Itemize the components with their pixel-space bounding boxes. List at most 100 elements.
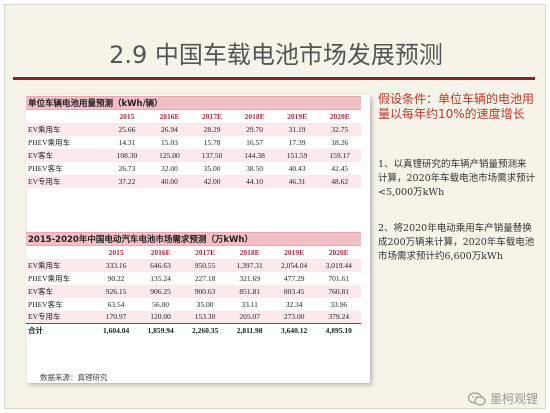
total-label: 合计 — [26, 323, 94, 337]
cell: 333.16 — [93, 258, 139, 272]
row-label: EV客车 — [26, 284, 94, 298]
cell: 33.96 — [316, 297, 361, 311]
row-label: EV专用车 — [26, 310, 94, 324]
table1-year: 2019E — [275, 109, 319, 123]
total-cell: 1,859.94 — [138, 323, 183, 337]
table1-year: 2016E — [148, 109, 191, 123]
cell: 170.97 — [93, 310, 139, 324]
cell: 227.18 — [182, 271, 228, 285]
cell: 42.45 — [318, 161, 361, 175]
market-demand-table: 2015-2020年中国电动汽车电池市场需求预测（万kWh） 2015 2016… — [26, 232, 361, 337]
cell: 46.31 — [275, 174, 319, 188]
forecast-point-1: 1、以真锂研究的车辆产销量预测来计算，2020年车载电池市场需求预计<5,000… — [378, 159, 536, 198]
table-row: EV客车 926.15 906.25 900.63 851.81 803.45 … — [26, 284, 361, 298]
cell: 29.70 — [233, 122, 276, 136]
table1-year: 2015 — [105, 109, 149, 123]
cell: 26.73 — [105, 161, 149, 175]
table-row: EV客车 108.30 125.00 137.50 144.38 151.59 … — [26, 148, 361, 162]
cell: 3,019.44 — [316, 258, 361, 272]
cell: 321.69 — [227, 271, 272, 285]
cell: 14.31 — [105, 135, 149, 149]
cell: 35.00 — [190, 161, 234, 175]
cell: 40.43 — [275, 161, 319, 175]
cell: 205.07 — [227, 310, 272, 324]
cell: 760.81 — [316, 284, 361, 298]
cell: 38.50 — [233, 161, 276, 175]
cell: 153.30 — [182, 310, 228, 324]
cell: 32.75 — [318, 122, 361, 136]
cell: 56.00 — [138, 297, 183, 311]
cell: 42.00 — [190, 174, 234, 188]
cell: 15.03 — [148, 135, 191, 149]
table-row: PHEV客车 26.73 32.00 35.00 38.50 40.43 42.… — [26, 161, 361, 175]
cell: 48.62 — [318, 174, 361, 188]
table-row: EV专用车 37.22 40.00 42.00 44.10 46.31 48.6… — [26, 174, 361, 188]
cell: 926.15 — [93, 284, 139, 298]
cell: 125.00 — [148, 148, 191, 162]
cell: 33.11 — [227, 297, 272, 311]
table2-year: 2020E — [316, 245, 361, 259]
table2-year: 2015 — [93, 245, 139, 259]
table-row: EV乘用车 25.66 26.94 28.29 29.70 31.19 32.7… — [26, 122, 361, 136]
row-label: EV乘用车 — [26, 258, 94, 272]
table1-corner — [26, 109, 106, 123]
cell: 31.19 — [275, 122, 319, 136]
table2-year: 2017E — [182, 245, 228, 259]
cell: 15.78 — [190, 135, 234, 149]
row-label: PHEV乘用车 — [26, 271, 94, 285]
cell: 32.00 — [148, 161, 191, 175]
table2-year: 2016E — [138, 245, 183, 259]
cell: 32.34 — [271, 297, 317, 311]
cell: 18.26 — [318, 135, 361, 149]
table2-title: 2015-2020年中国电动汽车电池市场需求预测（万kWh） — [26, 232, 361, 246]
cell: 40.00 — [148, 174, 191, 188]
cell: 950.55 — [182, 258, 228, 272]
table1-year: 2017E — [190, 109, 234, 123]
cell: 108.30 — [105, 148, 149, 162]
assumption-text: 假设条件：单位车辆的电池用量以每年约10%的速度增长 — [378, 92, 535, 121]
cell: 37.22 — [105, 174, 149, 188]
watermark-text: 墨柯观锂 — [489, 392, 538, 406]
table2-year-row: 2015 2016E 2017E 2018E 2019E 2020E — [26, 245, 361, 259]
total-cell: 1,604.04 — [93, 323, 139, 337]
cell: 2,054.04 — [271, 258, 317, 272]
table-row: PHEV乘用车 90.22 135.24 227.18 321.69 477.2… — [26, 271, 361, 285]
cell: 646.63 — [138, 258, 183, 272]
data-source-note: 数据来源：真锂研究 — [40, 373, 108, 382]
cell: 1,397.31 — [227, 258, 272, 272]
cell: 151.59 — [275, 148, 319, 162]
cell: 273.00 — [271, 310, 317, 324]
row-label: PHEV乘用车 — [26, 135, 106, 149]
total-cell: 4,895.10 — [316, 323, 361, 337]
cell: 379.24 — [316, 310, 361, 324]
row-label: PHEV客车 — [26, 161, 106, 175]
slide: 2.9 中国车载电池市场发展预测 — [4, 4, 546, 409]
row-label: EV专用车 — [26, 174, 106, 188]
cell: 803.45 — [271, 284, 317, 298]
table2-corner — [26, 245, 94, 259]
row-label: EV客车 — [26, 148, 106, 162]
row-label: PHEV客车 — [26, 297, 94, 311]
cell: 144.38 — [233, 148, 276, 162]
table-row: EV乘用车 333.16 646.63 950.55 1,397.31 2,05… — [26, 258, 361, 272]
table2-year: 2019E — [271, 245, 317, 259]
table1-year: 2020E — [318, 109, 361, 123]
cell: 44.10 — [233, 174, 276, 188]
table1-year: 2018E — [233, 109, 276, 123]
cell: 477.29 — [271, 271, 317, 285]
table1-title: 单位车辆电池用量预测（kWh/辆） — [26, 96, 361, 110]
cell: 17.39 — [275, 135, 319, 149]
cell: 159.17 — [318, 148, 361, 162]
cell: 63.54 — [93, 297, 139, 311]
watermark: 墨柯观锂 — [467, 390, 538, 407]
cell: 25.66 — [105, 122, 149, 136]
total-cell: 2,260.35 — [182, 323, 228, 337]
total-cell: 2,811.98 — [227, 323, 272, 337]
forecast-point-2: 2、将2020年电动乘用车产销量替换成200万辆来计算，2020年车载电池市场需… — [378, 223, 535, 262]
cell: 900.63 — [182, 284, 228, 298]
total-row: 合计 1,604.04 1,859.94 2,260.35 2,811.98 3… — [26, 323, 361, 337]
table-row: PHEV客车 63.54 56.00 35.00 33.11 32.34 33.… — [26, 297, 361, 311]
total-cell: 3,640.12 — [271, 323, 317, 337]
cell: 26.94 — [148, 122, 191, 136]
cell: 135.24 — [138, 271, 183, 285]
